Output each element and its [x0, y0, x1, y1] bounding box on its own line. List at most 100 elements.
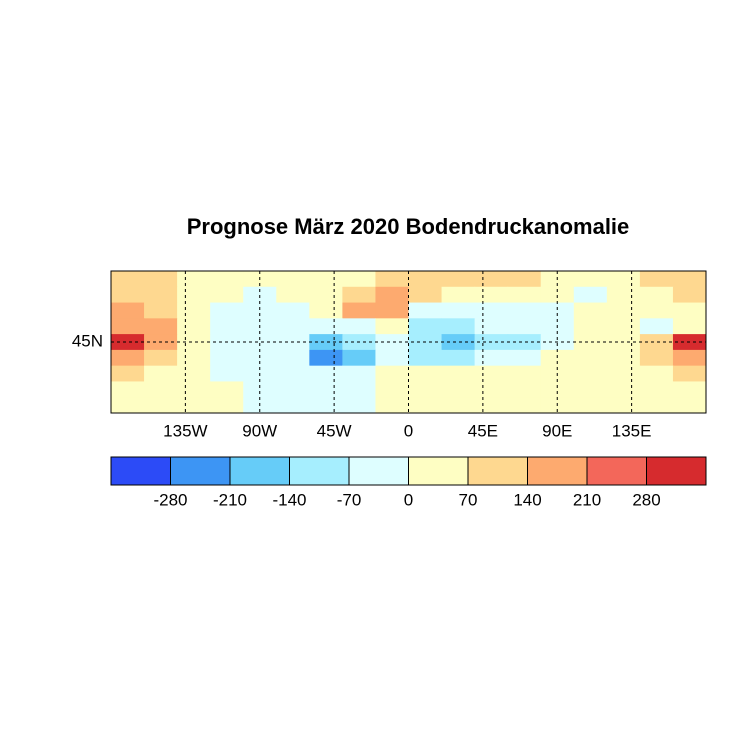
field-cell	[210, 349, 244, 367]
field-cell	[309, 381, 343, 398]
field-cell	[573, 349, 608, 367]
field-cell	[639, 286, 674, 304]
field-cell	[573, 271, 608, 288]
field-cell	[276, 318, 310, 335]
field-cell	[573, 381, 608, 398]
field-cell	[573, 302, 608, 319]
field-cell	[672, 349, 707, 367]
field-cell	[309, 334, 343, 351]
field-cell	[474, 302, 509, 319]
field-cell	[210, 271, 244, 288]
field-cell	[573, 318, 608, 335]
field-cell	[342, 318, 376, 335]
colorbar-box	[527, 456, 588, 486]
field-cell	[210, 318, 244, 335]
field-cell	[375, 349, 409, 367]
field-cell	[111, 302, 145, 319]
field-cell	[606, 286, 641, 304]
field-cell	[606, 271, 641, 288]
field-cell	[474, 349, 509, 367]
field-cell	[276, 381, 310, 398]
field-cell	[177, 397, 211, 414]
field-cell	[111, 397, 145, 414]
field-cell	[507, 365, 542, 382]
field-cell	[144, 271, 178, 288]
colorbar-label: 210	[573, 490, 601, 509]
field-cell	[111, 381, 145, 398]
field-cell	[672, 397, 707, 414]
field-cell	[639, 302, 674, 319]
x-tick-label: 0	[404, 421, 413, 440]
field-cell	[342, 286, 376, 304]
field-cell	[243, 302, 277, 319]
field-cell	[408, 271, 443, 288]
field-cell	[441, 318, 476, 335]
field-cell	[243, 381, 277, 398]
colorbar-label: -280	[153, 490, 187, 509]
field-cell	[375, 334, 409, 351]
field-cell	[177, 334, 211, 351]
colorbar-label: 140	[513, 490, 541, 509]
field-cell	[276, 365, 310, 382]
x-tick-label: 45W	[317, 421, 352, 440]
field-cell	[507, 334, 542, 351]
field-cell	[375, 365, 409, 382]
field-cell	[276, 286, 310, 304]
field-cell	[144, 381, 178, 398]
field-cell	[474, 318, 509, 335]
field-cell	[507, 397, 542, 414]
colorbar-label: 70	[459, 490, 478, 509]
field-cell	[375, 397, 409, 414]
colorbar-label: -210	[213, 490, 247, 509]
field-cell	[474, 286, 509, 304]
field-cell	[672, 271, 707, 288]
field-cell	[111, 349, 145, 367]
field-cell	[540, 381, 575, 398]
field-cell	[111, 365, 145, 382]
field-cell	[672, 286, 707, 304]
field-cell	[474, 381, 509, 398]
chart-title: Prognose März 2020 Bodendruckanomalie	[187, 214, 630, 239]
x-tick-label: 45E	[468, 421, 498, 440]
field-cell	[276, 271, 310, 288]
field-cell	[375, 318, 409, 335]
field-cell	[441, 302, 476, 319]
field-cell	[177, 271, 211, 288]
field-cell	[375, 302, 409, 319]
field-cell	[573, 365, 608, 382]
colorbar-box	[229, 456, 290, 486]
field-cell	[177, 381, 211, 398]
field-cell	[309, 365, 343, 382]
field-cell	[639, 271, 674, 288]
field-cell	[342, 271, 376, 288]
field-cell	[243, 349, 277, 367]
field-cell	[606, 349, 641, 367]
field-cell	[177, 286, 211, 304]
field-cell	[144, 349, 178, 367]
field-cell	[639, 318, 674, 335]
field-cell	[408, 302, 443, 319]
field-cell	[606, 397, 641, 414]
field-cell	[276, 397, 310, 414]
field-cell	[408, 381, 443, 398]
field-cell	[441, 286, 476, 304]
field-cell	[342, 381, 376, 398]
field-cell	[507, 302, 542, 319]
field-cell	[672, 381, 707, 398]
field-cell	[639, 334, 674, 351]
field-cell	[144, 397, 178, 414]
field-cell	[441, 381, 476, 398]
field-cell	[144, 318, 178, 335]
colorbar-box	[467, 456, 528, 486]
field-cell	[177, 318, 211, 335]
field-cell	[210, 397, 244, 414]
field-cell	[276, 349, 310, 367]
x-tick-label: 90W	[242, 421, 277, 440]
field-cell	[375, 286, 409, 304]
field-cell	[210, 381, 244, 398]
field-cell	[639, 397, 674, 414]
field-cell	[507, 381, 542, 398]
field-cell	[177, 365, 211, 382]
field-cell	[672, 365, 707, 382]
